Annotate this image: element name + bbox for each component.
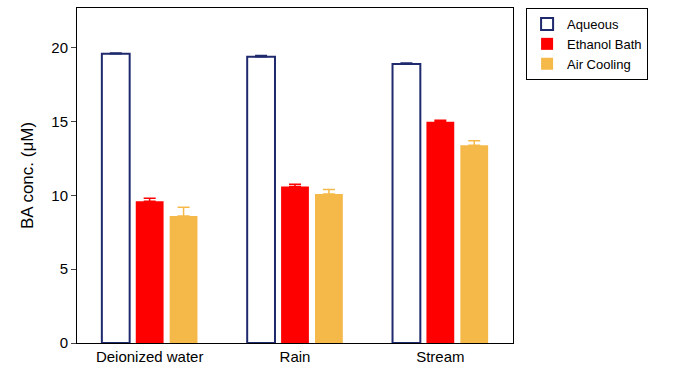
- svg-text:Stream: Stream: [416, 348, 464, 365]
- svg-text:Aqueous: Aqueous: [567, 17, 619, 32]
- svg-text:0: 0: [60, 334, 68, 351]
- svg-text:BA conc. (μM): BA conc. (μM): [18, 122, 37, 229]
- svg-text:Deionized water: Deionized water: [96, 348, 204, 365]
- svg-text:20: 20: [51, 39, 68, 56]
- svg-text:Rain: Rain: [280, 348, 311, 365]
- svg-text:Air Cooling: Air Cooling: [567, 57, 631, 72]
- svg-text:15: 15: [51, 113, 68, 130]
- svg-text:10: 10: [51, 187, 68, 204]
- svg-text:Ethanol Bath: Ethanol Bath: [567, 37, 641, 52]
- svg-text:5: 5: [60, 260, 68, 277]
